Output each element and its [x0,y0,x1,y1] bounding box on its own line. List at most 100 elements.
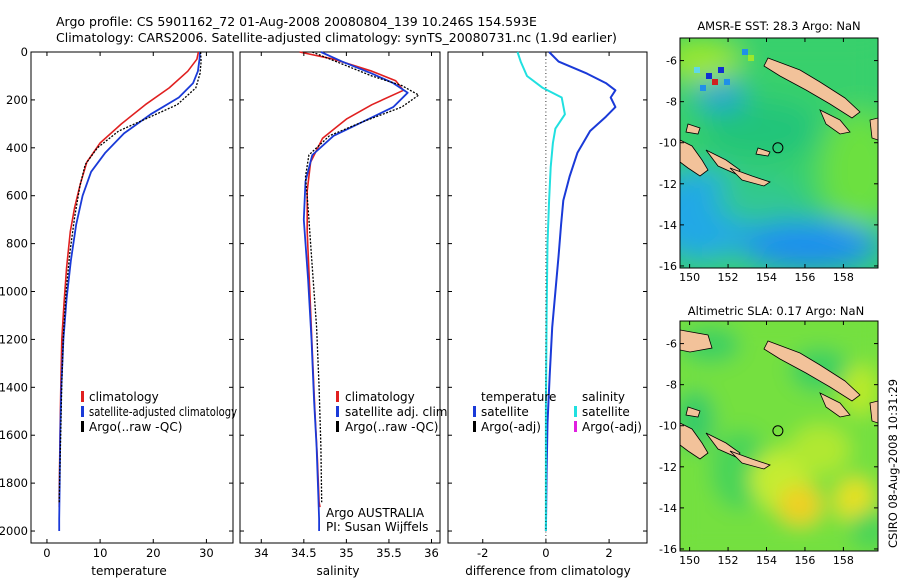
temperature-ticks: 0 10 20 30 0 200 400 600 800 1000 1200 1400 1600 1800… [0,45,233,560]
y-tick-label: 1000 [0,285,28,299]
x-tick-label: 2 [605,546,612,560]
legend-swatch-temperature-argo [473,421,476,432]
x-tick-label: 35 [339,546,354,560]
sst-map-panel: AMSR-E SST: 28.3 Argo: NaN [659,19,879,284]
salinity-legend: climatology satellite adj. clim. Argo(..… [336,390,451,434]
temperature-panel: 0 10 20 30 0 200 400 600 800 1000 1200 1400 1600 1800… [0,45,237,578]
legend-label-temperature-argo: Argo(-adj) [481,420,541,434]
temperature-series [58,51,202,531]
y-tick-label: -12 [659,178,677,191]
difference-ticks: -2 0 2 [448,51,647,560]
legend-label-salinity-satellite: satellite [582,405,630,419]
difference-series [516,51,617,543]
y-tick-label: -14 [659,219,677,232]
legend-swatch-climatology [81,391,84,402]
y-tick-label: -12 [659,461,677,474]
y-tick-label: 800 [6,237,28,251]
y-tick-label: -8 [666,379,677,392]
x-tick-label: 150 [679,271,700,284]
x-tick-label: 10 [93,546,108,560]
x-tick-label: 152 [718,271,739,284]
legend-label-temperature-satellite: satellite [481,405,529,419]
sla-map-ticks: 150 152 154 156 158 -6 -8 -10 -12 -14 -16 [659,321,878,567]
sst-map-field [680,38,878,268]
salinity-series [299,51,420,531]
production-stamp: CSIRO 08-Aug-2008 10:31:29 [886,379,900,548]
y-tick-label: 1200 [0,332,28,346]
sla-map-title: Altimetric SLA: 0.17 Argo: NaN [688,304,864,318]
header-line-1: Argo profile: CS 5901162_72 01-Aug-2008 … [56,14,537,29]
salinity-xlabel: salinity [316,564,359,578]
sla-map-panel: Altimetric SLA: 0.17 Argo: NaN [659,304,879,567]
series-line [516,51,566,531]
legend-label-climatology: climatology [345,390,415,404]
x-tick-label: -2 [477,546,488,560]
x-tick-label: 0 [542,546,549,560]
x-tick-label: 20 [146,546,161,560]
sla-coastlines [680,329,878,470]
x-tick-label: 158 [833,554,854,567]
x-tick-label: 150 [679,554,700,567]
sst-map-ticks: 150 152 154 156 158 -6 -8 -10 -12 -14 -16 [659,38,878,284]
legend-swatch-argo [81,421,84,432]
y-tick-label: -6 [666,338,677,351]
series-line [302,51,409,531]
y-tick-label: 2000 [0,524,28,538]
y-tick-label: -10 [659,420,677,433]
y-tick-label: 0 [21,45,28,59]
x-tick-label: 154 [756,554,777,567]
salinity-axes [239,51,441,544]
y-tick-label: 600 [6,189,28,203]
y-tick-label: -16 [659,260,677,273]
legend-label-argo: Argo(..raw -QC) [89,420,182,434]
legend-label-satellite-adjusted: satellite-adjusted climatology [89,405,237,419]
legend-swatch-climatology [336,391,339,402]
x-tick-label: 156 [794,271,815,284]
sla-map-axes [679,320,879,552]
temperature-axes [30,51,234,544]
float-location-marker [772,425,784,437]
sla-map-field [680,321,878,551]
temperature-xlabel: temperature [91,564,166,578]
sst-coastlines [680,57,878,187]
x-tick-label: 34 [254,546,269,560]
y-tick-label: 1600 [0,428,28,442]
y-tick-label: -14 [659,502,677,515]
legend-title-temperature: temperature [481,390,556,404]
x-tick-label: 0 [43,546,50,560]
legend-label-climatology: climatology [89,390,159,404]
legend-swatch-salinity-argo [574,421,577,432]
float-program-annotation: Argo AUSTRALIA [326,506,425,520]
series-line [304,51,420,503]
x-tick-label: 158 [833,271,854,284]
legend-title-salinity: salinity [582,390,625,404]
legend-swatch-satellite-adjusted [81,406,84,417]
salinity-panel: 34 34.5 35 35.5 36 salinity climatology sate… [239,51,451,578]
float-pi-annotation: PI: Susan Wijffels [326,520,428,534]
x-tick-label: 34.5 [291,546,317,560]
temperature-legend: climatology satellite-adjusted climatolo… [81,390,237,434]
x-tick-label: 30 [199,546,214,560]
x-tick-label: 156 [794,554,815,567]
y-tick-label: -10 [659,137,677,150]
difference-legend: temperature satellite Argo(-adj) salinit… [473,390,642,434]
legend-swatch-salinity-satellite [574,406,577,417]
x-tick-label: 36 [424,546,439,560]
x-tick-label: 154 [756,271,777,284]
legend-swatch-temperature-satellite [473,406,476,417]
y-tick-label: -6 [666,55,677,68]
x-tick-label: 152 [718,554,739,567]
y-tick-label: 200 [6,93,28,107]
y-tick-label: 1800 [0,476,28,490]
y-tick-label: -8 [666,96,677,109]
header-line-2: Climatology: CARS2006. Satellite-adjuste… [56,30,617,45]
series-line [544,51,617,532]
legend-label-satellite-adj: satellite adj. clim. [345,405,451,419]
legend-label-argo: Argo(..raw -QC) [345,420,438,434]
sst-pixel-noise [694,49,754,91]
legend-swatch-satellite-adj [336,406,339,417]
legend-swatch-argo [336,421,339,432]
x-tick-label: 35.5 [376,546,402,560]
difference-xlabel: difference from climatology [465,564,631,578]
difference-panel: -2 0 2 difference from climatology tempera… [447,51,648,578]
